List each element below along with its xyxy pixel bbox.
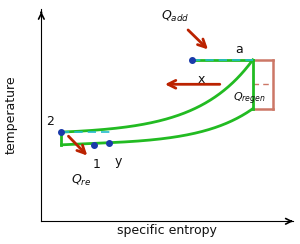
Text: $Q_{re}$: $Q_{re}$: [71, 173, 92, 188]
Text: y: y: [114, 155, 122, 168]
Text: a: a: [235, 43, 243, 56]
Text: 1: 1: [93, 158, 101, 171]
Text: 2: 2: [46, 115, 54, 128]
Text: temperature: temperature: [4, 76, 18, 154]
Text: $Q_{regen}$: $Q_{regen}$: [232, 91, 266, 107]
Text: $Q_{add}$: $Q_{add}$: [160, 9, 189, 24]
X-axis label: specific entropy: specific entropy: [117, 224, 217, 237]
Text: x: x: [197, 73, 205, 86]
